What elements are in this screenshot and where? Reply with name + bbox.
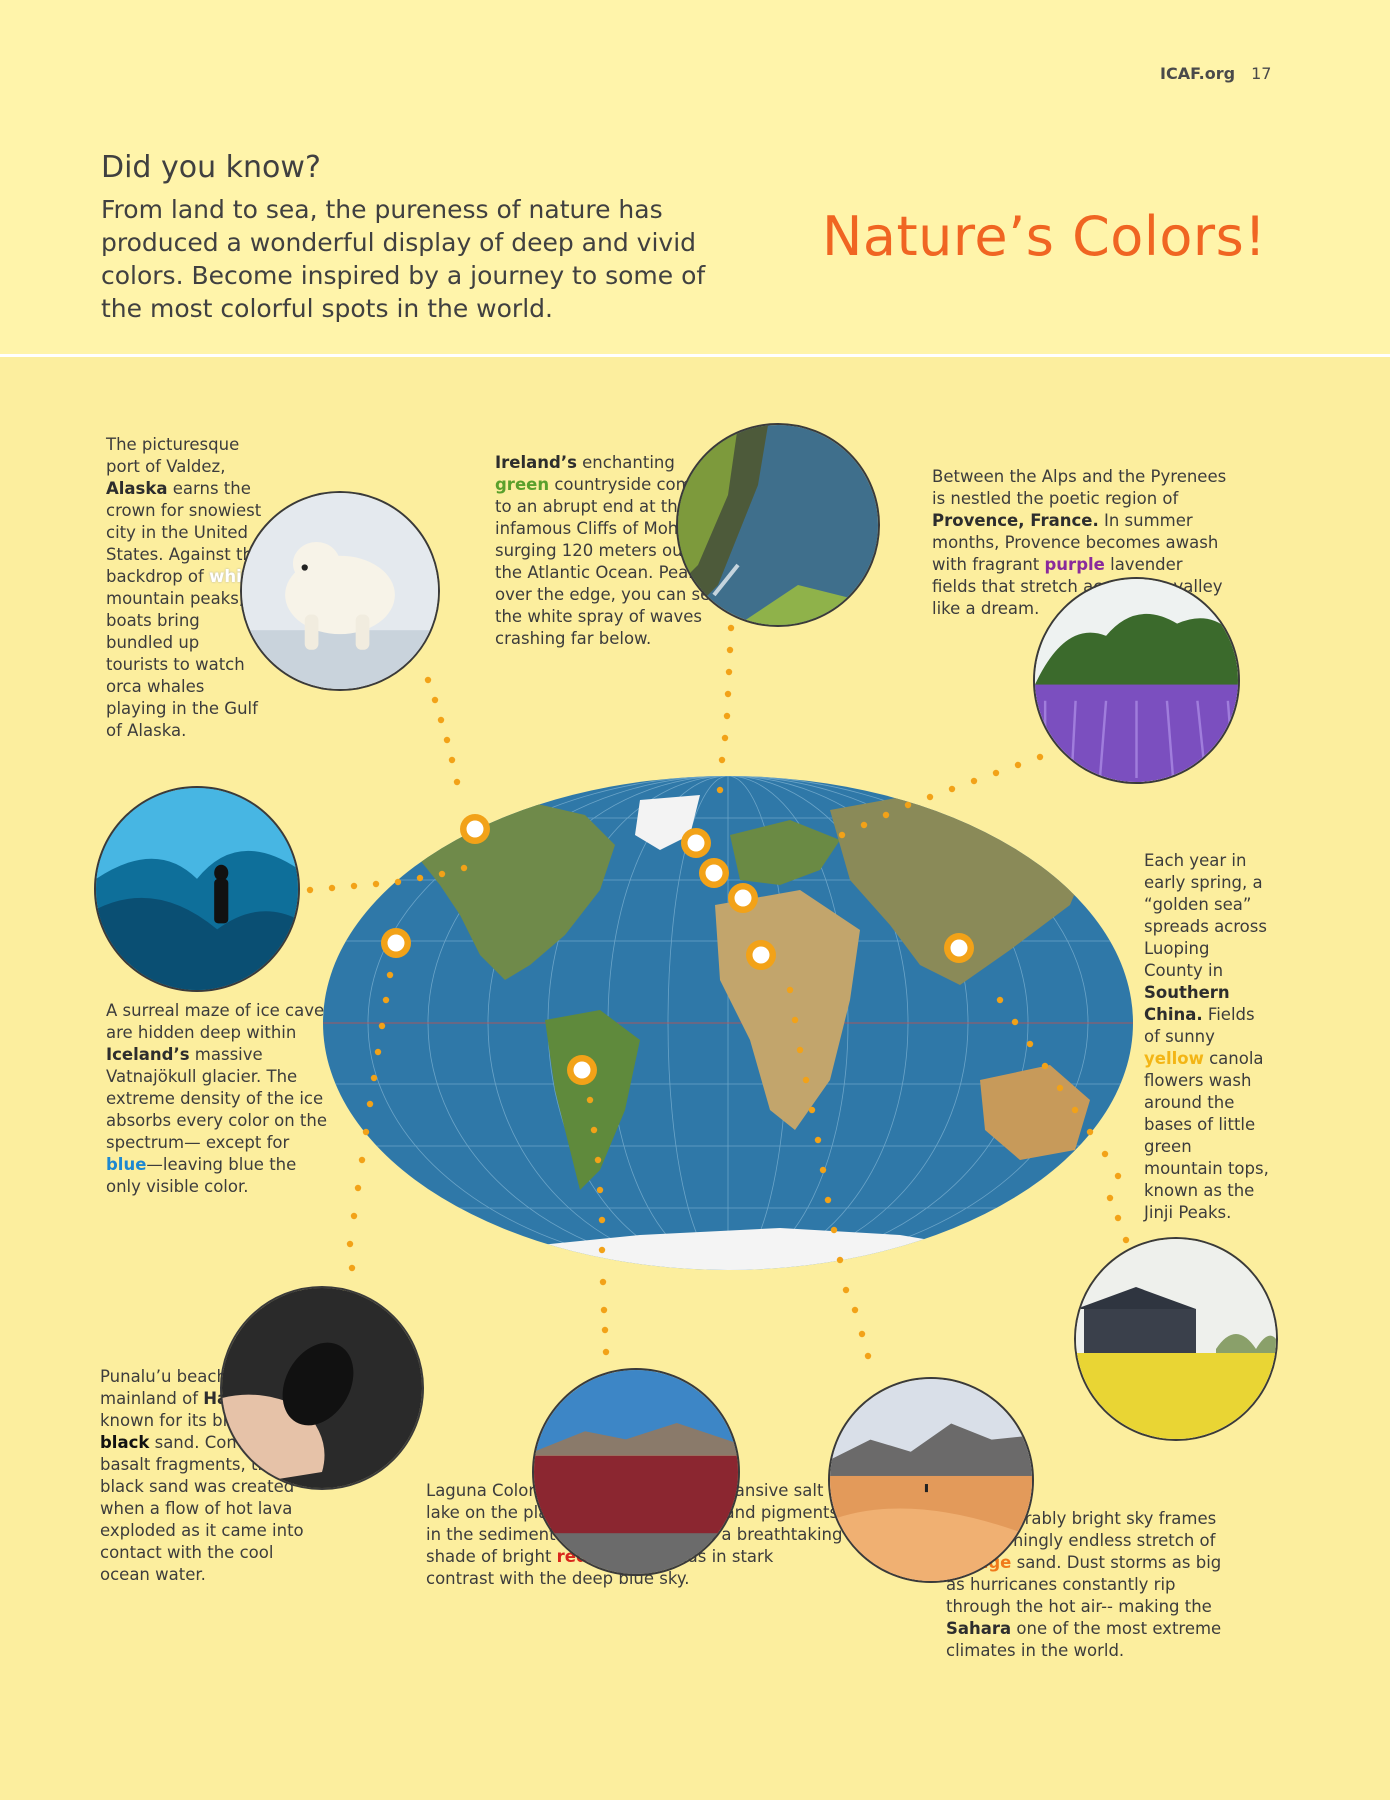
desert-dunes-icon [830,1379,1032,1581]
black-sand-hand-icon [222,1288,422,1488]
ireland-text-2: countryside comes to an abrupt end at th… [495,475,724,648]
header-band [0,0,1390,354]
photo-sahara [828,1377,1034,1583]
iceland-text-2: massive Vatnajökull glacier. The extreme… [106,1045,327,1152]
alaska-text-3: mountain peaks, boats bring bundled up t… [106,589,258,740]
canola-field-icon [1076,1239,1276,1439]
china-place: Southern China. [1144,983,1230,1024]
alaska-text-2: earns the crown for snowiest city in the… [106,479,264,586]
china-text-3: canola flowers wash around the bases of … [1144,1049,1269,1222]
ireland-color-word: green [495,475,550,494]
ireland-place: Ireland’s [495,453,577,472]
page-number: 17 [1251,64,1272,83]
hawaii-color-word: black [100,1433,150,1452]
provence-text-2: In summer months, Provence becomes awash… [932,511,1219,574]
lede-paragraph: From land to sea, the pureness of nature… [101,195,706,323]
provence-paragraph: Between the Alps and the Pyrenees is nes… [932,466,1232,620]
hawaii-paragraph: Punalu’u beach, on the mainland of Hawai… [100,1366,322,1586]
ireland-text-1: enchanting [576,453,675,472]
alaska-paragraph: The picturesque port of Valdez, Alaska e… [106,434,264,742]
lavender-field-icon [1035,579,1238,782]
photo-black-sand [220,1286,424,1490]
iceland-place: Iceland’s [106,1045,190,1064]
sahara-place: Sahara [946,1619,1012,1638]
iceland-paragraph: A surreal maze of ice caves are hidden d… [106,1000,334,1198]
red-lagoon-icon [534,1370,738,1574]
sahara-text-3: one of the most extreme climates in the … [946,1619,1222,1660]
provence-color-word: purple [1044,555,1105,574]
photo-canola-field [1074,1237,1278,1441]
alaska-place: Alaska [106,479,168,498]
page-folio: ICAF.org 17 [1160,64,1271,83]
site-name[interactable]: ICAF.org [1160,64,1236,83]
alaska-text-1: The picturesque port of Valdez, [106,435,240,476]
sahara-text-2: sand. Dust storms as big as hurricanes c… [946,1553,1222,1616]
provence-place: Provence, France. [932,511,1099,530]
page-title: Nature’s Colors! [822,205,1267,268]
sea-cliffs-icon [678,425,878,625]
header-divider [0,354,1390,357]
photo-laguna-colorada [532,1368,740,1576]
iceland-text-3: —leaving blue the only visible color. [106,1155,297,1196]
photo-ice-cave [94,786,300,992]
iceland-text-1: A surreal maze of ice caves are hidden d… [106,1001,333,1042]
polar-bear-icon [242,493,438,689]
china-color-word: yellow [1144,1049,1204,1068]
provence-text-1: Between the Alps and the Pyrenees is nes… [932,467,1227,508]
china-paragraph: Each year in early spring, a “golden sea… [1144,850,1272,1224]
china-text-2: Fields of sunny [1144,1005,1255,1046]
ireland-paragraph: Ireland’s enchanting green countryside c… [495,452,730,650]
iceland-color-word: blue [106,1155,147,1174]
photo-polar-bear [240,491,440,691]
ice-cave-icon [96,788,298,990]
photo-cliffs-of-moher [676,423,880,627]
china-text-1: Each year in early spring, a “golden sea… [1144,851,1267,980]
photo-lavender [1033,577,1240,784]
kicker: Did you know? [101,150,321,185]
